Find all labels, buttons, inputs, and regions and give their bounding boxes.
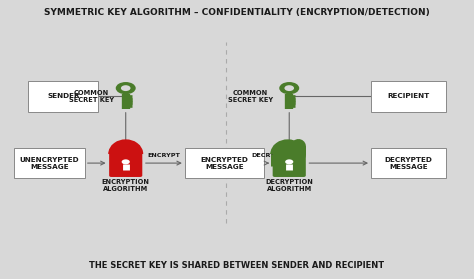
Circle shape [279,82,299,94]
Circle shape [116,82,136,94]
FancyBboxPatch shape [185,148,264,178]
Text: SYMMETRIC KEY ALGORITHM – CONFIDENTIALITY (ENCRYPTION/DETECTION): SYMMETRIC KEY ALGORITHM – CONFIDENTIALIT… [44,8,430,17]
Text: SENDER: SENDER [47,93,80,100]
Text: ENCRYPTION
ALGORITHM: ENCRYPTION ALGORITHM [102,179,150,192]
Text: DECRYPTED
MESSAGE: DECRYPTED MESSAGE [384,157,432,170]
Circle shape [285,159,293,164]
FancyBboxPatch shape [109,149,142,177]
Text: ENCRYPTED
MESSAGE: ENCRYPTED MESSAGE [201,157,248,170]
Text: THE SECRET KEY IS SHARED BETWEEN SENDER AND RECIPIENT: THE SECRET KEY IS SHARED BETWEEN SENDER … [90,261,384,270]
Text: UNENCRYPTED
MESSAGE: UNENCRYPTED MESSAGE [20,157,80,170]
Text: ENCRYPT: ENCRYPT [147,153,180,158]
FancyBboxPatch shape [371,148,446,178]
Text: DECRYPT: DECRYPT [252,153,284,158]
Circle shape [121,85,130,91]
FancyBboxPatch shape [14,148,85,178]
Text: COMMON
SECRET KEY: COMMON SECRET KEY [228,90,273,103]
Circle shape [122,159,130,164]
Text: RECIPIENT: RECIPIENT [387,93,429,100]
Circle shape [284,85,294,91]
Text: COMMON
SECRET KEY: COMMON SECRET KEY [69,90,114,103]
FancyBboxPatch shape [28,81,99,112]
Text: DECRYPTION
ALGORITHM: DECRYPTION ALGORITHM [265,179,313,192]
FancyBboxPatch shape [371,81,446,112]
FancyBboxPatch shape [273,149,306,177]
